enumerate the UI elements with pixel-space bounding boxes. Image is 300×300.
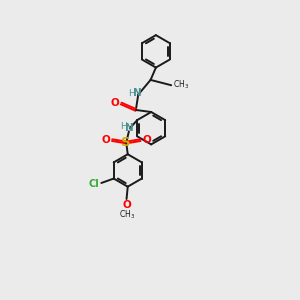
Text: N: N	[133, 88, 141, 98]
Text: CH$_3$: CH$_3$	[173, 79, 189, 92]
Text: S: S	[122, 136, 131, 149]
Text: H: H	[121, 122, 127, 131]
Text: O: O	[101, 135, 110, 145]
Text: O: O	[110, 98, 119, 108]
Text: O: O	[123, 200, 131, 210]
Text: N: N	[124, 123, 133, 134]
Text: CH$_3$: CH$_3$	[119, 208, 135, 221]
Text: H: H	[128, 89, 135, 98]
Text: O: O	[143, 135, 152, 145]
Text: Cl: Cl	[89, 178, 100, 189]
